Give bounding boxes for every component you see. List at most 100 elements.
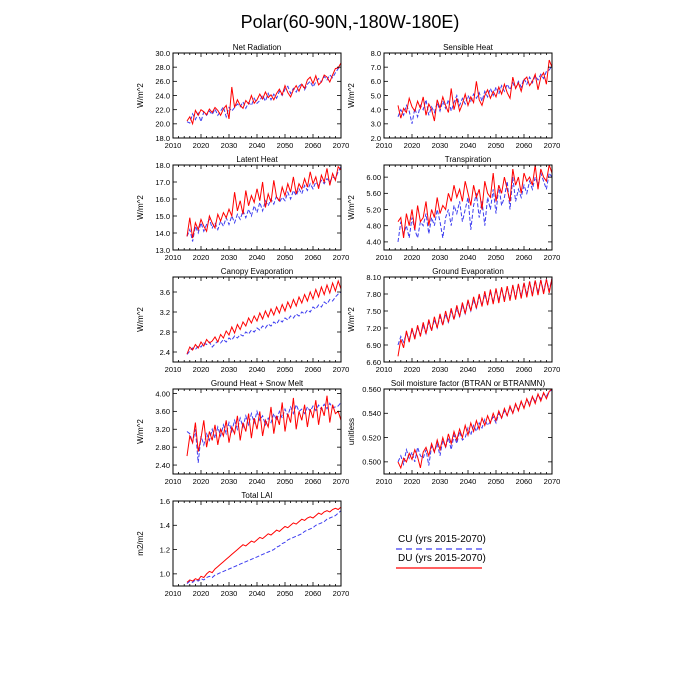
- y-tick-label: 7.50: [366, 307, 381, 316]
- plot-frame: [172, 52, 342, 139]
- chart-transpiration: Transpiration W/m^2 2010 2020 2030 2040 2050 20…: [347, 155, 560, 262]
- x-tick-label: 2040: [460, 477, 477, 486]
- y-tick-label: 0.520: [362, 433, 381, 442]
- x-tick-label: 2020: [193, 253, 210, 262]
- x-tick-label: 2070: [544, 253, 561, 262]
- x-tick-label: 2040: [249, 477, 266, 486]
- legend-cu-label: CU (yrs 2015-2070): [398, 534, 486, 545]
- series-line-cu: [397, 65, 553, 124]
- chart-canopy-evaporation: Canopy Evaporation W/m^2 2010 2020 2030 2040 2…: [136, 267, 349, 374]
- x-tick-label: 2070: [333, 141, 350, 150]
- chart-title: Ground Heat + Snow Melt: [211, 379, 304, 388]
- x-tick-label: 2020: [193, 477, 210, 486]
- x-tick-label: 2050: [488, 477, 505, 486]
- chart-net-radiation: Net Radiation W/m^2 2010 2020 2030 2040 2050 20…: [136, 43, 349, 150]
- y-tick-label: 0.560: [362, 385, 381, 394]
- y-tick-label: 30.0: [155, 49, 170, 58]
- x-tick-label: 2040: [460, 141, 477, 150]
- x-tick-label: 2010: [376, 365, 393, 374]
- y-tick-label: 0.500: [362, 458, 381, 467]
- x-tick-label: 2010: [376, 477, 393, 486]
- y-axis-label: W/m^2: [136, 83, 145, 108]
- x-tick-label: 2050: [277, 141, 294, 150]
- y-tick-label: 6.0: [371, 77, 381, 86]
- y-tick-label: 3.2: [160, 308, 170, 317]
- x-tick-label: 2040: [249, 141, 266, 150]
- y-tick-label: 5.60: [366, 189, 381, 198]
- x-tick-label: 2020: [193, 589, 210, 598]
- x-tick-label: 2010: [165, 589, 182, 598]
- series-line-du: [186, 395, 342, 457]
- y-tick-label: 16.0: [155, 195, 170, 204]
- y-tick-label: 8.0: [371, 49, 381, 58]
- y-tick-label: 18.0: [155, 134, 170, 143]
- x-tick-label: 2020: [404, 253, 421, 262]
- x-tick-label: 2070: [544, 141, 561, 150]
- y-tick-label: 15.0: [155, 212, 170, 221]
- x-tick-label: 2020: [193, 365, 210, 374]
- series-line-cu: [186, 166, 342, 242]
- series-line-du: [186, 62, 342, 126]
- x-tick-label: 2030: [432, 253, 449, 262]
- y-tick-label: 1.2: [160, 545, 170, 554]
- chart-ground-evaporation: Ground Evaporation W/m^2 2010 2020 2030 2040 2…: [347, 267, 560, 374]
- y-tick-label: 1.0: [160, 570, 170, 579]
- x-tick-label: 2050: [277, 589, 294, 598]
- y-tick-label: 26.0: [155, 77, 170, 86]
- y-tick-label: 4.00: [155, 389, 170, 398]
- x-tick-label: 2060: [305, 253, 322, 262]
- x-tick-label: 2050: [277, 365, 294, 374]
- series-line-cu: [397, 389, 553, 467]
- y-tick-label: 6.00: [366, 173, 381, 182]
- x-tick-label: 2030: [221, 253, 238, 262]
- y-tick-label: 8.10: [366, 273, 381, 282]
- x-tick-label: 2040: [249, 253, 266, 262]
- x-tick-label: 2070: [333, 589, 350, 598]
- chart-total-lai: Total LAI m2/m2 2010 2020 2030 2040 2050 2060 20…: [136, 491, 349, 598]
- legend: CU (yrs 2015-2070) DU (yrs 2015-2070): [396, 534, 486, 569]
- x-tick-label: 2010: [165, 253, 182, 262]
- x-tick-label: 2020: [404, 141, 421, 150]
- y-tick-label: 17.0: [155, 178, 170, 187]
- series-line-cu: [186, 510, 342, 584]
- y-axis-label: unitless: [347, 418, 356, 445]
- x-tick-label: 2040: [460, 253, 477, 262]
- chart-title: Sensible Heat: [443, 43, 494, 52]
- x-tick-label: 2050: [277, 477, 294, 486]
- y-tick-label: 4.40: [366, 238, 381, 247]
- chart-sensible-heat: Sensible Heat W/m^2 2010 2020 2030 2040 2050 20…: [347, 43, 560, 150]
- x-tick-label: 2030: [432, 477, 449, 486]
- x-tick-label: 2060: [516, 253, 533, 262]
- series-line-du: [397, 278, 553, 357]
- y-tick-label: 0.540: [362, 409, 381, 418]
- x-tick-label: 2010: [376, 141, 393, 150]
- y-axis-label: W/m^2: [347, 195, 356, 220]
- y-tick-label: 7.20: [366, 324, 381, 333]
- x-tick-label: 2040: [249, 589, 266, 598]
- x-tick-label: 2050: [277, 253, 294, 262]
- x-tick-label: 2030: [221, 141, 238, 150]
- figure-title: Polar(60-90N,-180W-180E): [241, 12, 460, 32]
- y-tick-label: 1.6: [160, 497, 170, 506]
- y-tick-label: 7.0: [371, 63, 381, 72]
- y-tick-label: 3.0: [371, 120, 381, 129]
- chart-title: Transpiration: [445, 155, 491, 164]
- series-line-cu: [186, 65, 342, 124]
- chart-title: Ground Evaporation: [432, 267, 504, 276]
- chart-title: Net Radiation: [233, 43, 281, 52]
- y-tick-label: 6.60: [366, 358, 381, 367]
- plot-frame: [383, 276, 553, 363]
- y-tick-label: 2.40: [155, 461, 170, 470]
- x-tick-label: 2030: [221, 365, 238, 374]
- series-line-du: [186, 165, 342, 239]
- plot-frame: [172, 500, 342, 587]
- x-tick-label: 2040: [249, 365, 266, 374]
- x-tick-label: 2010: [165, 365, 182, 374]
- y-tick-label: 2.80: [155, 443, 170, 452]
- x-tick-label: 2050: [488, 365, 505, 374]
- plot-frame: [383, 52, 553, 139]
- x-tick-label: 2070: [544, 365, 561, 374]
- y-axis-label: W/m^2: [136, 307, 145, 332]
- x-tick-label: 2010: [165, 141, 182, 150]
